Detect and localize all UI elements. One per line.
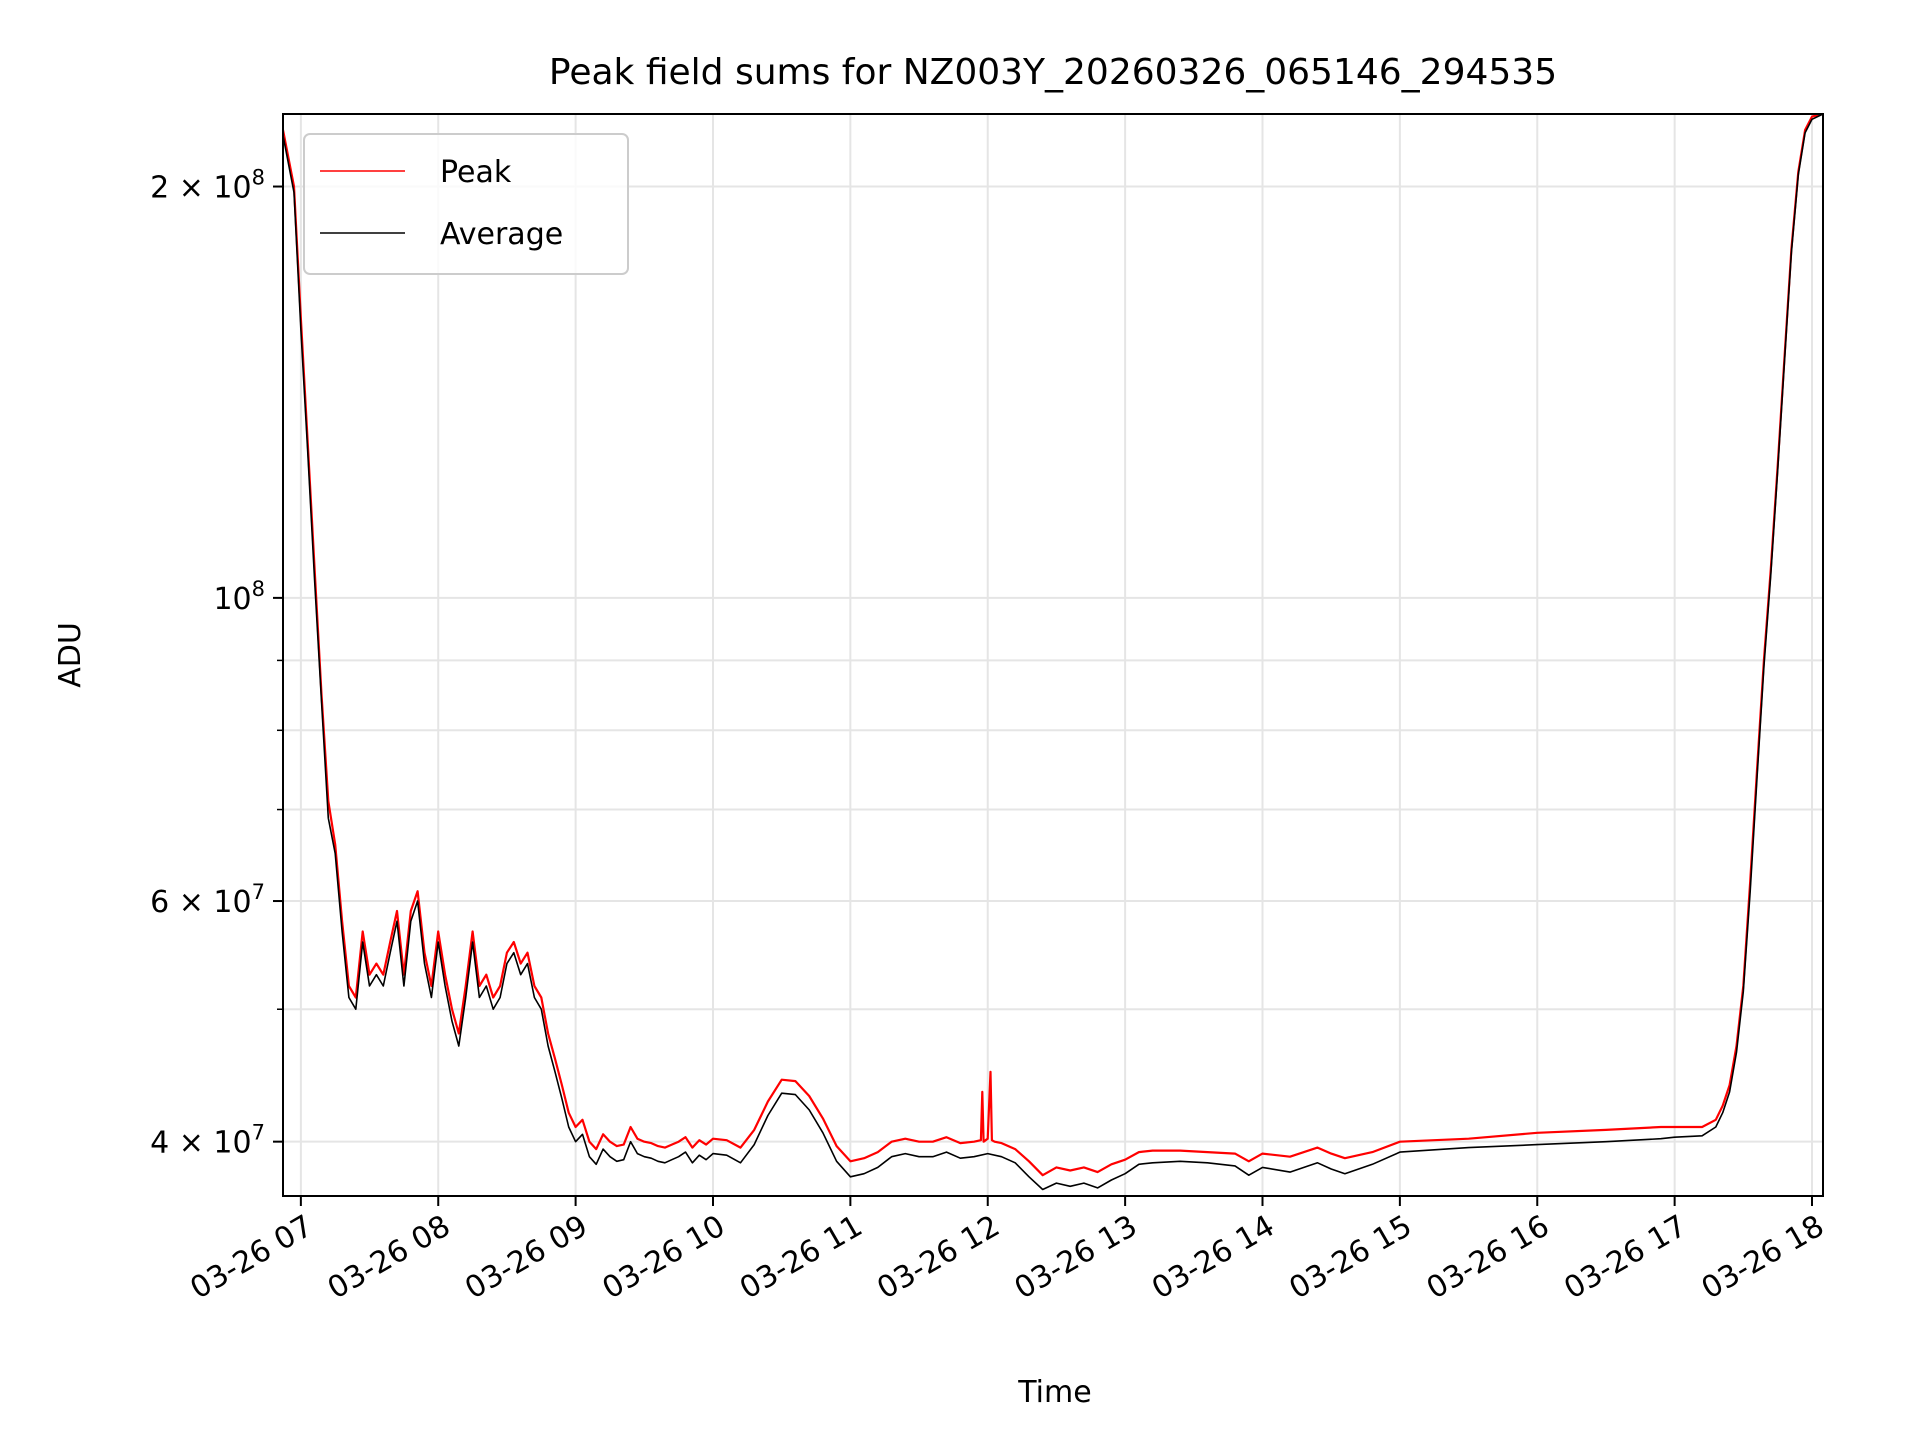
y-tick-label: 4 × 107: [150, 1121, 265, 1161]
y-tick-label: 108: [213, 577, 265, 617]
x-axis-label: Time: [1017, 1375, 1091, 1410]
legend-peak-label: Peak: [440, 155, 512, 190]
series-layer: [281, 112, 1824, 1191]
y-axis-label: ADU: [53, 622, 88, 688]
legend: Peak Average: [303, 133, 629, 275]
y-tick-label: 6 × 107: [150, 880, 265, 920]
series-line-average: [282, 113, 1824, 1191]
y-tick-label: 2 × 108: [150, 166, 265, 206]
series-line-peak: [281, 112, 1824, 1177]
chart-title: Peak field sums for NZ003Y_20260326_0651…: [549, 52, 1557, 93]
legend-box: [303, 133, 629, 275]
plot-frame: [282, 113, 1824, 1197]
y-gridlines: [283, 185, 1823, 1143]
legend-average-label: Average: [440, 217, 563, 252]
y-axis-ticks: 2 × 108 108 6 × 107 4 × 107: [150, 166, 283, 1161]
x-gridlines: [299, 114, 1814, 1196]
